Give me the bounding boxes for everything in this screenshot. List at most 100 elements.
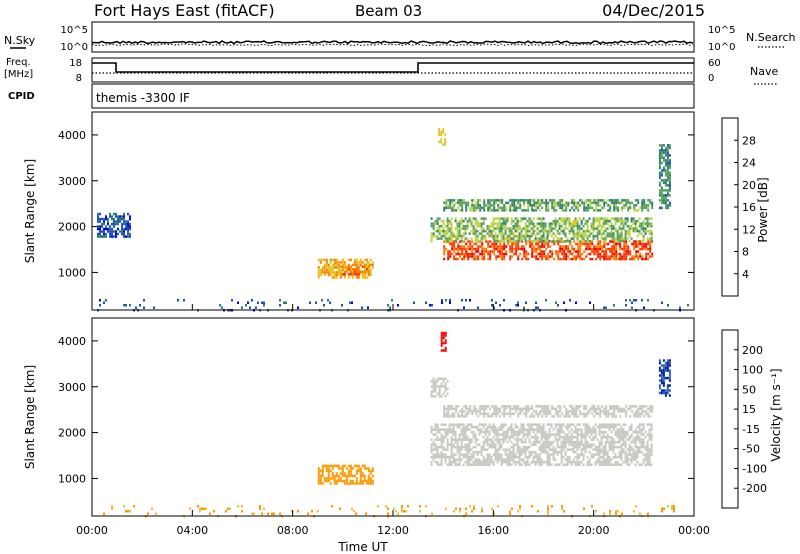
velocity-cell — [624, 423, 627, 426]
power-cell — [486, 227, 489, 230]
power-cell — [333, 261, 336, 264]
velocity-cell — [480, 423, 483, 426]
power-cell — [547, 257, 550, 261]
power-cell — [619, 257, 622, 261]
velocity-cell — [586, 455, 589, 459]
velocity-cell — [594, 430, 597, 434]
velocity-cell — [534, 438, 537, 441]
power-cell — [635, 199, 638, 202]
power-cell — [103, 301, 105, 304]
velocity-cell — [606, 455, 609, 459]
power-cell — [605, 247, 608, 251]
power-cell — [459, 201, 462, 205]
velocity-cell — [636, 455, 639, 459]
power-cell — [449, 250, 452, 253]
power-cell — [635, 252, 638, 256]
velocity-cell — [518, 448, 521, 451]
power-cell — [487, 209, 490, 212]
power-cell — [641, 242, 644, 246]
velocity-cell — [539, 405, 542, 408]
power-cell — [635, 209, 638, 212]
velocity-cell — [557, 410, 560, 413]
power-cell — [520, 227, 523, 230]
power-cell — [361, 273, 364, 277]
velocity-cell — [524, 453, 527, 456]
velocity-cell — [480, 463, 483, 466]
power-cell — [538, 217, 541, 220]
power-cell — [111, 232, 113, 236]
power-cell — [542, 234, 545, 238]
velocity-cell — [590, 430, 593, 434]
power-cell — [576, 227, 579, 230]
velocity-cell — [546, 458, 549, 461]
power-cell — [329, 273, 332, 277]
velocity-cell — [664, 361, 667, 365]
power-cell — [557, 255, 560, 258]
velocity-cell — [588, 445, 591, 449]
power-cell — [596, 237, 599, 240]
velocity-cell — [544, 438, 547, 441]
power-cell — [558, 237, 561, 240]
velocity-cell — [622, 443, 625, 446]
velocity-cell — [545, 412, 548, 416]
power-cell — [553, 209, 556, 212]
velocity-cell — [602, 430, 605, 434]
velocity-cell — [582, 458, 585, 461]
velocity-cell — [446, 455, 449, 459]
velocity-cell — [456, 440, 459, 444]
velocity-colorbar-tick-label: -50 — [742, 443, 760, 456]
velocity-cell — [604, 440, 607, 444]
power-cell — [666, 169, 669, 172]
power-cell — [573, 201, 576, 205]
power-cell — [487, 250, 490, 253]
velocity-cell — [522, 445, 525, 449]
power-cell — [647, 206, 650, 210]
power-cell — [508, 239, 511, 243]
velocity-cell — [582, 435, 585, 439]
velocity-cell — [532, 430, 535, 434]
velocity-cell — [508, 463, 511, 466]
velocity-cell — [660, 364, 663, 367]
velocity-cell — [561, 505, 563, 508]
power-cell — [647, 252, 650, 256]
power-cell — [117, 222, 119, 226]
power-cell — [477, 257, 480, 261]
velocity-cell — [612, 450, 615, 454]
power-cell — [575, 250, 578, 253]
power-cell — [489, 201, 492, 205]
velocity-cell — [446, 387, 449, 391]
velocity-cell — [442, 341, 445, 345]
velocity-cell — [532, 458, 535, 461]
power-cell — [476, 229, 479, 233]
power-cell — [551, 204, 554, 207]
power-cell — [595, 252, 598, 256]
velocity-cell — [554, 433, 557, 436]
power-cell — [493, 209, 496, 212]
velocity-cell — [450, 438, 453, 441]
velocity-cell — [530, 450, 533, 454]
power-cell — [645, 206, 648, 210]
velocity-cell — [621, 410, 624, 413]
nave-label: Nave — [750, 65, 778, 78]
power-cell — [530, 232, 533, 235]
power-cell — [474, 239, 477, 243]
velocity-cell — [558, 423, 561, 426]
velocity-cell — [602, 433, 605, 436]
velocity-cell — [623, 407, 626, 411]
power-cell — [497, 247, 500, 251]
velocity-cell — [440, 395, 443, 398]
power-cell — [459, 199, 462, 202]
velocity-cell — [451, 405, 454, 408]
velocity-cell — [554, 423, 557, 426]
power-cell — [515, 247, 518, 251]
velocity-cell — [481, 405, 484, 408]
power-cell — [460, 222, 463, 225]
velocity-cell — [662, 366, 665, 370]
velocity-cell — [673, 505, 675, 508]
power-cell — [608, 224, 611, 228]
velocity-cell — [367, 474, 370, 478]
power-cell — [363, 276, 366, 279]
velocity-cell — [528, 433, 531, 436]
velocity-cell — [478, 460, 481, 464]
velocity-cell — [612, 428, 615, 431]
